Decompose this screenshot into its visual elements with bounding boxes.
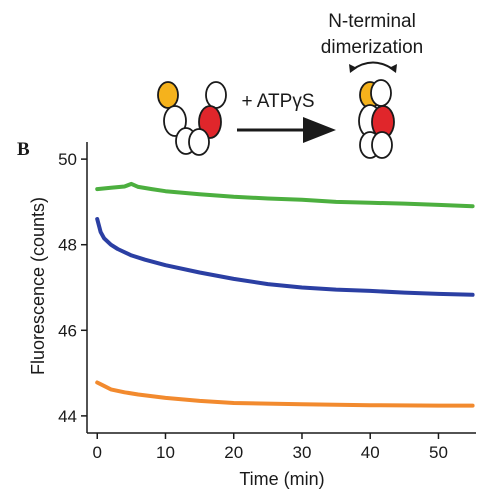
panel-label: B (17, 139, 30, 160)
x-tick-label: 40 (361, 443, 380, 462)
y-axis-label: Fluorescence (counts) (28, 197, 48, 375)
x-tick-label: 10 (156, 443, 175, 462)
schematic-label-line1: N-terminal (328, 11, 416, 32)
series-line-3 (95, 380, 475, 408)
schematic-label-line2: dimerization (321, 37, 423, 58)
reaction-arrow-icon (237, 117, 336, 143)
closed-protein-icon (358, 79, 395, 159)
y-tick-label: 48 (58, 236, 77, 255)
chart-area: 0 10 20 30 40 50 44 46 48 50 (58, 142, 476, 462)
x-tick-label: 0 (93, 443, 102, 462)
chart-axes: 0 10 20 30 40 50 44 46 48 50 (58, 142, 476, 462)
rotation-arrow-icon (349, 61, 397, 73)
x-tick-label: 20 (224, 443, 243, 462)
x-tick-label: 50 (429, 443, 448, 462)
y-tick-label: 44 (58, 407, 77, 426)
series-line-2 (95, 217, 475, 297)
y-tick-label: 50 (58, 150, 77, 169)
x-tick-label: 30 (293, 443, 312, 462)
series-line-1 (95, 181, 475, 209)
open-protein-icon (157, 81, 227, 156)
chart-series (95, 181, 475, 408)
y-tick-label: 46 (58, 321, 77, 340)
x-axis-label: Time (min) (239, 469, 324, 489)
arrow-label: + ATPγS (241, 91, 314, 112)
